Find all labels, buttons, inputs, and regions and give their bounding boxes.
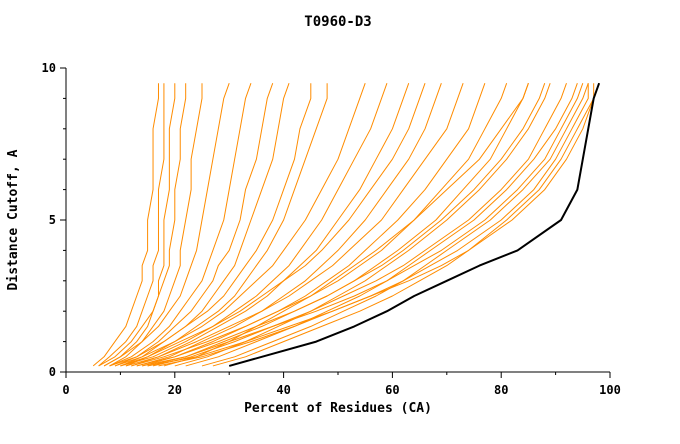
svg-text:100: 100 [599, 383, 621, 397]
y-axis-label: Distance Cutoff, A [6, 149, 21, 290]
svg-text:80: 80 [494, 383, 508, 397]
svg-text:0: 0 [62, 383, 69, 397]
svg-text:0: 0 [49, 365, 56, 379]
svg-text:60: 60 [385, 383, 399, 397]
svg-text:40: 40 [276, 383, 290, 397]
x-axis-label: Percent of Residues (CA) [244, 401, 432, 416]
series-layer [92, 82, 601, 367]
svg-text:20: 20 [168, 383, 182, 397]
svg-text:5: 5 [49, 213, 56, 227]
chart-title: T0960-D3 [304, 14, 371, 30]
svg-text:10: 10 [42, 61, 56, 75]
ticks-layer: 0 20 40 60 80 100 0 5 10 [42, 61, 621, 397]
